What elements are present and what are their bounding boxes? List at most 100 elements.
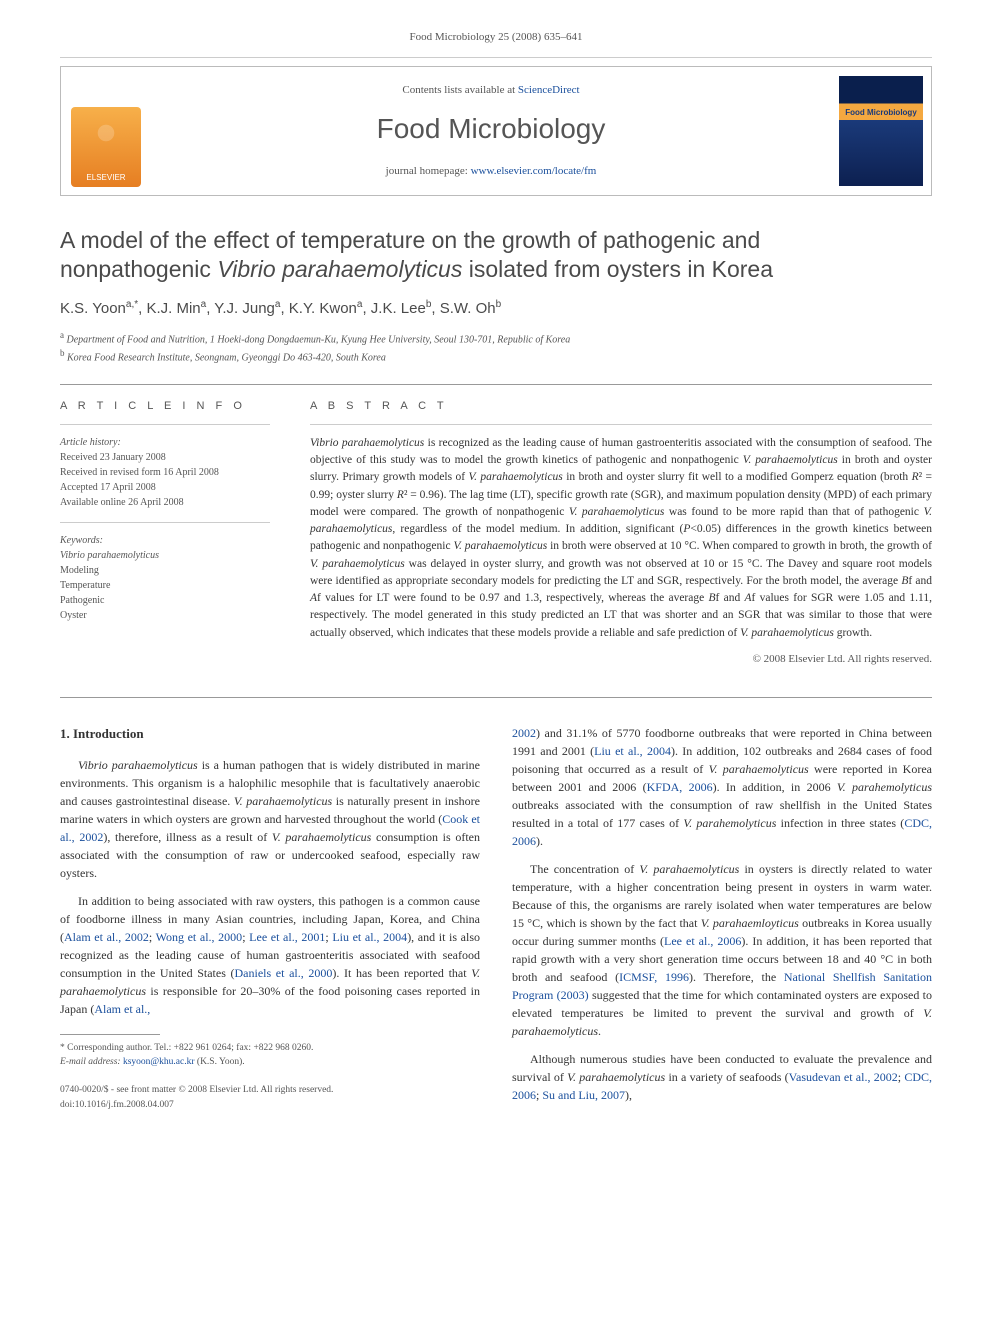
- affiliation-b-text: Korea Food Research Institute, Seongnam,…: [67, 353, 386, 364]
- footer-doi: doi:10.1016/j.fm.2008.04.007: [60, 1098, 480, 1112]
- abstract-span: , regardless of the model medium. In add…: [392, 523, 683, 535]
- abstract-italic-span: V. parahaemolyticus: [569, 506, 664, 518]
- author-affil-sup: a,*: [126, 299, 138, 310]
- author-affil-sup: b: [426, 299, 432, 310]
- abstract-span: f and: [716, 592, 745, 604]
- contents-prefix: Contents lists available at: [402, 84, 517, 96]
- email-suffix: (K.S. Yoon).: [195, 1057, 245, 1067]
- body-span: The concentration of: [530, 862, 639, 876]
- abstract-italic-span: A: [310, 592, 317, 604]
- abstract-span: in broth and oyster slurry fit well to a…: [563, 471, 912, 483]
- publisher-logo-area: ELSEVIER: [61, 67, 151, 195]
- keyword-3: Pathogenic: [60, 595, 104, 606]
- citation-link[interactable]: KFDA, 2006: [647, 780, 713, 794]
- affiliation-a: a Department of Food and Nutrition, 1 Ho…: [60, 329, 932, 347]
- abstract-span: f values for LT were found to be 0.97 an…: [317, 592, 708, 604]
- abstract-rule: [310, 424, 932, 425]
- footnote-corr: * Corresponding author. Tel.: +822 961 0…: [60, 1041, 480, 1055]
- body-italic-span: V. parahaemolyticus: [234, 794, 332, 808]
- abstract-italic-span: V. parahaemolyticus: [743, 454, 838, 466]
- body-span: ). Therefore, the: [689, 970, 784, 984]
- body-span: ;: [149, 930, 156, 944]
- body-span: ), therefore, illness as a result of: [103, 830, 272, 844]
- affiliation-a-text: Department of Food and Nutrition, 1 Hoek…: [67, 334, 571, 345]
- body-span: ). It has been reported that: [332, 966, 471, 980]
- citation-link[interactable]: Liu et al., 2004: [594, 744, 671, 758]
- footnote-rule: [60, 1034, 160, 1035]
- body-italic-span: V. parahaemolyticus: [709, 762, 809, 776]
- abstract-column: A B S T R A C T Vibrio parahaemolyticus …: [310, 399, 932, 668]
- citation-link[interactable]: Su and Liu, 2007: [542, 1088, 625, 1102]
- body-span: infection in three states (: [776, 816, 904, 830]
- title-line-1: A model of the effect of temperature on …: [60, 227, 760, 253]
- body-span: ).: [536, 834, 543, 848]
- author-affil-sup: a: [201, 299, 207, 310]
- abstract-italic-span: A: [745, 592, 752, 604]
- body-right-column: 2002) and 31.1% of 5770 foodborne outbre…: [512, 724, 932, 1114]
- history-accepted: Accepted 17 April 2008: [60, 482, 156, 493]
- abstract-span: f and: [908, 575, 932, 587]
- body-span: ),: [625, 1088, 632, 1102]
- citation-link[interactable]: Vasudevan et al., 2002: [789, 1070, 898, 1084]
- body-italic-span: V. parahaemolyticus: [272, 830, 371, 844]
- body-columns: 1. Introduction Vibrio parahaemolyticus …: [60, 724, 932, 1114]
- history-received: Received 23 January 2008: [60, 452, 166, 463]
- elsevier-label: ELSEVIER: [86, 172, 125, 183]
- citation-link[interactable]: Daniels et al., 2000: [235, 966, 333, 980]
- title-line-2-post: isolated from oysters in Korea: [462, 256, 773, 282]
- top-rule: [60, 57, 932, 58]
- section-heading-1: 1. Introduction: [60, 724, 480, 744]
- body-left-column: 1. Introduction Vibrio parahaemolyticus …: [60, 724, 480, 1114]
- cover-thumbnail-area: Food Microbiology: [831, 67, 931, 195]
- journal-header: ELSEVIER Contents lists available at Sci…: [60, 66, 932, 196]
- author-affil-sup: a: [275, 299, 281, 310]
- elsevier-logo: ELSEVIER: [71, 107, 141, 187]
- homepage-line: journal homepage: www.elsevier.com/locat…: [386, 164, 597, 179]
- citation-link[interactable]: Alam et al., 2002: [64, 930, 149, 944]
- title-species-name: Vibrio parahaemolyticus: [217, 256, 462, 282]
- abstract-italic-span: Vibrio parahaemolyticus: [310, 437, 424, 449]
- homepage-link[interactable]: www.elsevier.com/locate/fm: [471, 165, 597, 177]
- keyword-0: Vibrio parahaemolyticus: [60, 550, 159, 561]
- history-label: Article history:: [60, 437, 121, 448]
- abstract-italic-span: V. parahaemolyticus: [453, 540, 547, 552]
- author-affil-sup: a: [357, 299, 363, 310]
- citation-link[interactable]: Liu et al., 2004: [332, 930, 407, 944]
- sciencedirect-link[interactable]: ScienceDirect: [518, 84, 580, 96]
- abstract-italic-span: R: [397, 489, 404, 501]
- email-link[interactable]: ksyoon@khu.ac.kr: [123, 1057, 195, 1067]
- body-italic-span: V. parahaemloyticus: [701, 916, 799, 930]
- journal-name: Food Microbiology: [377, 109, 606, 148]
- header-center: Contents lists available at ScienceDirec…: [151, 67, 831, 195]
- body-paragraph: 2002) and 31.1% of 5770 foodborne outbre…: [512, 724, 932, 850]
- body-span: .: [598, 1024, 601, 1038]
- abstract-label: A B S T R A C T: [310, 399, 932, 414]
- citation-link[interactable]: ICMSF, 1996: [619, 970, 689, 984]
- footnote-email-line: E-mail address: ksyoon@khu.ac.kr (K.S. Y…: [60, 1055, 480, 1069]
- abstract-italic-span: B: [709, 592, 716, 604]
- keyword-4: Oyster: [60, 610, 87, 621]
- keywords-label: Keywords:: [60, 535, 103, 546]
- body-span: ). In addition, in 2006: [713, 780, 837, 794]
- keyword-1: Modeling: [60, 565, 99, 576]
- body-paragraph: The concentration of V. parahaemolyticus…: [512, 860, 932, 1040]
- abstract-italic-span: V. parahaemolyticus: [469, 471, 563, 483]
- citation-link[interactable]: Lee et al., 2001: [249, 930, 325, 944]
- body-italic-span: V. parahemolyticus: [837, 780, 932, 794]
- history-revised: Received in revised form 16 April 2008: [60, 467, 219, 478]
- citation-link[interactable]: 2002: [512, 726, 536, 740]
- info-abstract-row: A R T I C L E I N F O Article history: R…: [60, 399, 932, 668]
- abstract-text: Vibrio parahaemolyticus is recognized as…: [310, 435, 932, 642]
- citation-link[interactable]: Lee et al., 2006: [664, 934, 741, 948]
- info-top-rule: [60, 384, 932, 385]
- citation-link[interactable]: Alam et al.,: [94, 1002, 150, 1016]
- citation-link[interactable]: Wong et al., 2000: [156, 930, 243, 944]
- abstract-copyright: © 2008 Elsevier Ltd. All rights reserved…: [310, 652, 932, 667]
- author-affil-sup: b: [496, 299, 502, 310]
- homepage-prefix: journal homepage:: [386, 165, 471, 177]
- contents-line: Contents lists available at ScienceDirec…: [402, 83, 579, 98]
- article-title: A model of the effect of temperature on …: [60, 226, 932, 284]
- authors-line: K.S. Yoona,*, K.J. Mina, Y.J. Junga, K.Y…: [60, 298, 932, 319]
- email-label: E-mail address:: [60, 1057, 123, 1067]
- abstract-italic-span: V. parahaemolyticus: [740, 627, 834, 639]
